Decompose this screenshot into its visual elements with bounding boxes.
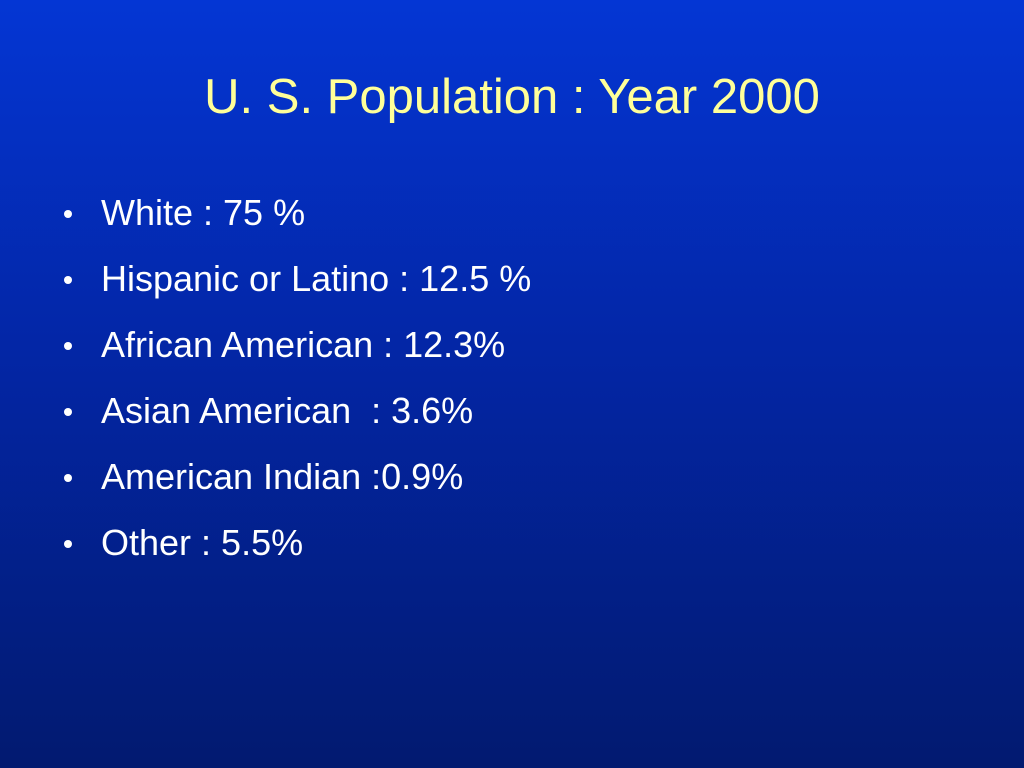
bullet-text: American Indian :0.9% bbox=[101, 456, 464, 497]
slide-title: U. S. Population : Year 2000 bbox=[204, 70, 820, 124]
bullet-dot bbox=[64, 474, 72, 482]
bullet-item: Hispanic or Latino : 12.5 % bbox=[0, 246, 1024, 312]
bullet-item: African American : 12.3% bbox=[0, 312, 1024, 378]
bullet-dot bbox=[64, 276, 72, 284]
bullet-item: American Indian :0.9% bbox=[0, 444, 1024, 510]
bullet-text: Other : 5.5% bbox=[101, 522, 304, 563]
bullet-dot bbox=[64, 540, 72, 548]
bullet-item: White : 75 % bbox=[0, 180, 1024, 246]
bullet-list: White : 75 % Hispanic or Latino : 12.5 % A… bbox=[0, 180, 1024, 576]
bullet-dot bbox=[64, 210, 72, 218]
bullet-dot bbox=[64, 408, 72, 416]
bullet-text: Hispanic or Latino : 12.5 % bbox=[101, 258, 532, 299]
bullet-text: White : 75 % bbox=[101, 192, 306, 233]
bullet-dot bbox=[64, 342, 72, 350]
bullet-item: Other : 5.5% bbox=[0, 510, 1024, 576]
bullet-item: Asian American : 3.6% bbox=[0, 378, 1024, 444]
bullet-text: Asian American : 3.6% bbox=[101, 390, 474, 431]
bullet-text: African American : 12.3% bbox=[101, 324, 506, 365]
